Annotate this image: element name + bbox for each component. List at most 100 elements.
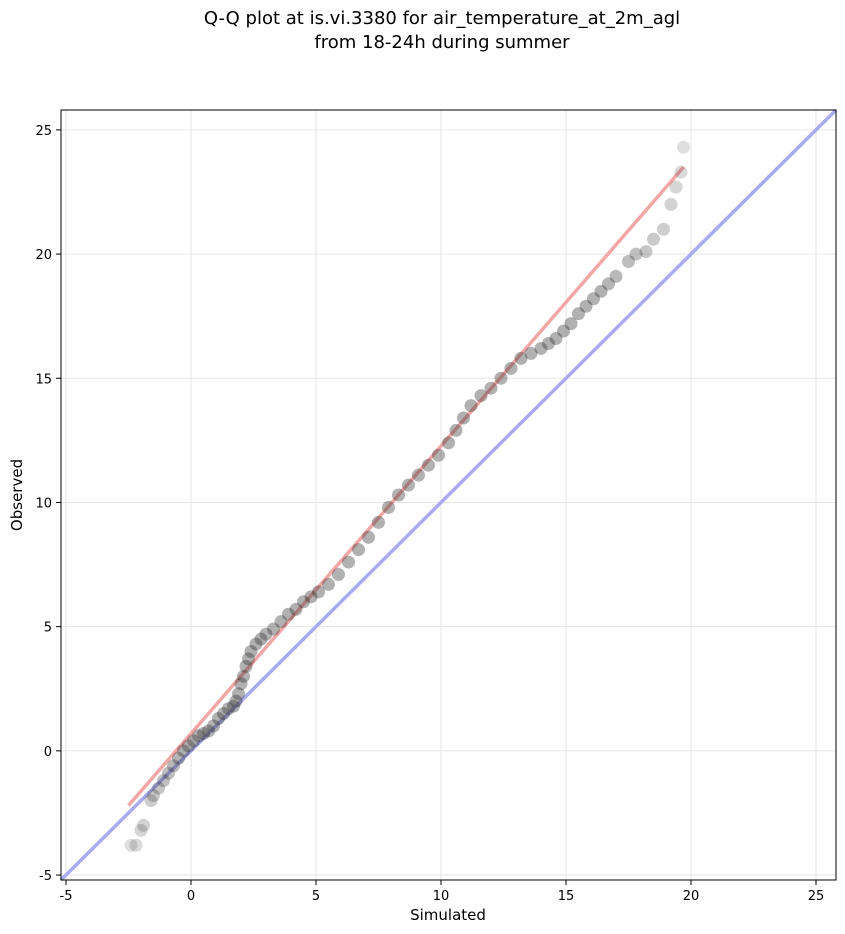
quantile-point <box>402 478 415 492</box>
quantile-point <box>289 602 303 616</box>
quantile-point <box>372 515 385 529</box>
x-tick-label: 0 <box>187 889 195 904</box>
quantile-point <box>484 381 498 395</box>
quantile-point <box>172 751 185 765</box>
quantile-point <box>157 774 170 788</box>
quantile-point <box>182 739 195 753</box>
quantile-point <box>304 590 318 604</box>
quantile-point <box>609 269 623 283</box>
fit-reference-line <box>127 165 685 807</box>
quantile-point <box>464 399 478 413</box>
quantile-point <box>442 436 455 450</box>
quantile-point <box>432 448 445 462</box>
quantile-point <box>564 317 578 331</box>
x-tick-label: 5 <box>312 889 320 904</box>
quantile-points <box>124 140 690 852</box>
quantile-point <box>542 336 555 350</box>
quantile-point <box>549 332 563 346</box>
quantile-point <box>657 222 670 236</box>
plot-frame <box>60 109 837 881</box>
x-tick-label: 10 <box>433 889 450 904</box>
quantile-point <box>192 729 205 743</box>
x-tick-label: 15 <box>558 889 575 904</box>
y-axis-label: Observed <box>8 459 26 531</box>
y-tick-label: 15 <box>35 372 52 387</box>
quantile-point <box>312 585 325 599</box>
y-tick-label: 0 <box>44 745 52 760</box>
quantile-point <box>242 652 255 666</box>
quantile-point <box>504 361 518 375</box>
quantile-point <box>229 694 243 708</box>
quantile-point <box>297 595 310 609</box>
quantile-point <box>232 687 245 701</box>
quantile-point <box>664 197 678 211</box>
quantile-point <box>524 346 538 360</box>
quantile-point <box>629 247 643 261</box>
quantile-point <box>362 530 375 544</box>
quantile-point <box>332 567 345 581</box>
quantile-point <box>254 632 268 646</box>
quantile-point <box>222 702 235 716</box>
quantile-point <box>239 659 253 673</box>
quantile-point <box>167 759 180 773</box>
quantile-point <box>669 180 683 194</box>
axis-ticks: -5 0 5 10 15 20 25 -5 0 5 10 15 20 25 <box>35 124 824 904</box>
quantile-point <box>412 468 425 482</box>
quantile-point <box>572 307 585 321</box>
y-tick-label: 10 <box>35 496 52 511</box>
quantile-point <box>244 644 258 658</box>
quantile-point <box>152 781 165 795</box>
quantile-point <box>237 669 250 683</box>
quantile-point <box>147 789 160 803</box>
quantile-point <box>579 299 593 313</box>
quantile-point <box>674 165 688 179</box>
quantile-point <box>514 351 528 365</box>
quantile-point <box>622 255 635 269</box>
chart-title-line-1: Q-Q plot at is.vi.3380 for air_temperatu… <box>204 8 680 29</box>
quantile-point <box>449 423 463 437</box>
quantile-point <box>162 766 175 780</box>
quantile-point <box>202 724 215 738</box>
quantile-point <box>342 555 355 569</box>
quantile-point <box>137 818 150 832</box>
quantile-point <box>557 324 570 338</box>
quantile-point <box>227 699 240 713</box>
quantile-point <box>587 292 600 306</box>
quantile-point <box>282 607 295 621</box>
reference-lines <box>59 108 838 882</box>
quantile-point <box>187 734 200 748</box>
grid-lines <box>61 110 836 880</box>
quantile-point <box>144 794 158 808</box>
quantile-point <box>639 245 653 259</box>
y-tick-label: 25 <box>35 124 52 139</box>
quantile-point <box>392 488 405 502</box>
x-tick-label: 25 <box>808 889 825 904</box>
quantile-point <box>322 577 335 591</box>
quantile-point <box>602 277 615 291</box>
x-tick-label: -5 <box>60 889 73 904</box>
y-tick-label: -5 <box>39 869 52 884</box>
quantile-point <box>177 744 190 758</box>
quantile-point <box>474 389 488 403</box>
quantile-point <box>352 543 365 557</box>
quantile-point <box>249 637 263 651</box>
chart-title-line-2: from 18-24h during summer <box>314 32 570 53</box>
quantile-point <box>217 707 230 721</box>
quantile-point <box>207 719 220 733</box>
quantile-point <box>234 677 248 691</box>
y-tick-label: 20 <box>35 248 52 263</box>
quantile-point <box>647 232 660 246</box>
quantile-point <box>594 284 608 298</box>
quantile-point <box>422 458 435 472</box>
quantile-point <box>677 140 690 154</box>
identity-reference-line <box>59 108 838 882</box>
quantile-point <box>267 622 280 636</box>
quantile-point <box>124 838 138 852</box>
quantile-point <box>212 712 225 726</box>
quantile-point <box>274 615 288 629</box>
quantile-point <box>259 627 273 641</box>
y-tick-label: 5 <box>44 621 52 636</box>
x-axis-label: Simulated <box>410 906 486 924</box>
x-tick-label: 20 <box>683 889 700 904</box>
